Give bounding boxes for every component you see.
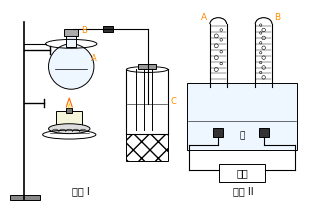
Circle shape [259, 51, 262, 54]
Circle shape [259, 32, 262, 34]
Ellipse shape [126, 66, 168, 72]
Circle shape [220, 39, 223, 41]
Circle shape [259, 24, 262, 26]
Circle shape [262, 36, 265, 40]
Text: 实验 II: 实验 II [233, 186, 253, 196]
Text: B: B [274, 13, 280, 22]
Bar [219, 164, 265, 182]
Circle shape [259, 61, 262, 64]
Circle shape [259, 42, 262, 44]
Circle shape [262, 46, 265, 50]
Circle shape [214, 56, 218, 60]
Circle shape [214, 68, 218, 72]
Text: A: A [201, 13, 207, 22]
Bar [138, 64, 156, 69]
Bar [56, 111, 82, 129]
Bar [213, 128, 223, 137]
Text: 水: 水 [239, 131, 244, 140]
Circle shape [262, 56, 265, 60]
Bar [10, 195, 40, 200]
Text: 电池: 电池 [236, 168, 248, 178]
Circle shape [262, 28, 265, 32]
Circle shape [220, 50, 223, 53]
Circle shape [49, 44, 94, 89]
Circle shape [214, 34, 218, 38]
Bar [64, 29, 78, 36]
Circle shape [220, 29, 223, 31]
Circle shape [262, 66, 265, 69]
Bar [259, 128, 269, 137]
Bar [66, 108, 72, 113]
Bar [103, 26, 113, 32]
Text: A: A [91, 54, 97, 63]
Text: 实验 I: 实验 I [72, 186, 90, 196]
Ellipse shape [49, 124, 90, 134]
Circle shape [262, 76, 265, 79]
Circle shape [259, 71, 262, 74]
Bar [187, 83, 297, 150]
Text: B: B [81, 27, 87, 35]
Bar [126, 134, 168, 161]
Bar [66, 34, 76, 47]
Circle shape [220, 62, 223, 65]
Text: C: C [171, 97, 177, 106]
Circle shape [214, 44, 218, 48]
